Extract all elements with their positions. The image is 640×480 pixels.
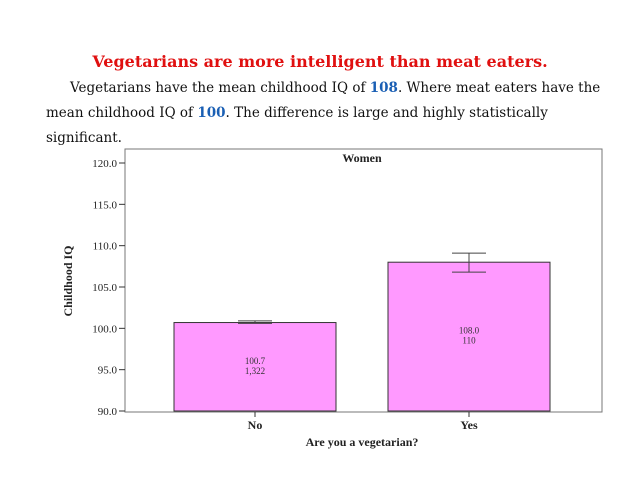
- bar-yes: [387, 261, 551, 412]
- para-text-2: . Where meat eaters have the mean childh…: [46, 80, 601, 121]
- y-tick-label: 90.0: [98, 406, 118, 418]
- y-tick-label: 115.0: [93, 199, 118, 211]
- x-axis-label: Are you a vegetarian?: [306, 435, 419, 449]
- x-category-label: Yes: [460, 418, 478, 432]
- headline: Vegetarians are more intelligent than me…: [92, 52, 548, 71]
- para-text-1: Vegetarians have the mean childhood IQ o…: [70, 80, 370, 96]
- y-tick-label: 105.0: [92, 282, 117, 294]
- bar-value-label: 108.0: [459, 326, 480, 336]
- chart-title: Women: [342, 151, 382, 165]
- plot-frame: [124, 148, 603, 413]
- y-tick-label: 110.0: [93, 241, 118, 253]
- summary-paragraph: Vegetarians have the mean childhood IQ o…: [46, 76, 606, 151]
- bar-count-label: 110: [462, 336, 476, 346]
- y-axis-ticks: 90.0 95.0 100.0 105.0 110.0 115.0 120.0: [92, 158, 125, 418]
- para-text-3: . The difference is large and highly sta…: [46, 105, 548, 146]
- y-tick-label: 120.0: [92, 158, 117, 170]
- y-tick-label: 100.0: [92, 323, 117, 335]
- bar-no: [173, 322, 337, 412]
- x-category-label: No: [248, 418, 263, 432]
- y-tick-label: 95.0: [98, 365, 118, 377]
- bar-value-label: 100.7: [245, 356, 266, 366]
- veg-iq-value: 108: [369, 80, 398, 96]
- y-axis-label: Childhood IQ: [61, 245, 75, 316]
- meat-iq-value: 100: [197, 105, 226, 121]
- bar-count-label: 1,322: [245, 366, 265, 376]
